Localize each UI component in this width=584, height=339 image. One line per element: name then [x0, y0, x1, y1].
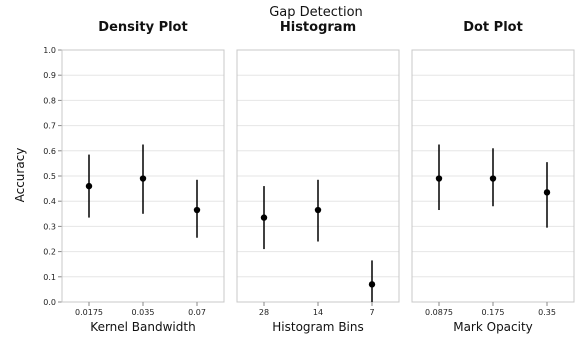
data-point	[260, 214, 268, 221]
data-point	[489, 175, 497, 182]
panel-title: Dot Plot	[463, 20, 523, 35]
panel-title: Density Plot	[98, 20, 187, 35]
x-axis-label: Histogram Bins	[272, 320, 364, 334]
chart-title: Gap Detection	[269, 5, 363, 20]
y-tick-label: 0.8	[43, 96, 56, 105]
x-axis-label: Kernel Bandwidth	[90, 320, 195, 334]
y-tick-label: 1.0	[43, 46, 56, 55]
panels-group: 0.0 0.1 0.2 0.3 0.4 0.5 0.6 0.7 0.8 0.9 1.0 Density…	[43, 20, 575, 334]
y-tick-label: 0.5	[43, 172, 56, 181]
y-tick-label: 0.9	[43, 71, 56, 80]
data-point	[85, 182, 93, 190]
panel-title: Histogram	[280, 20, 356, 35]
x-tick-label: 0.35	[538, 308, 556, 317]
x-axis-label: Mark Opacity	[453, 320, 533, 334]
y-tick-label: 0.6	[43, 147, 56, 156]
x-tick-label: 0.0875	[425, 308, 453, 317]
x-tick-label: 0.035	[132, 308, 155, 317]
y-tick-label: 0.2	[43, 248, 56, 257]
data-point	[193, 206, 201, 214]
data-point	[543, 189, 551, 196]
panel-1: Density Plot 0.0175 0.035 0.07 Kernel Bandwi…	[61, 20, 225, 334]
y-tick-label: 0.0	[43, 298, 56, 307]
data-point	[139, 175, 147, 182]
x-tick-label: 0.175	[482, 308, 505, 317]
panel-3: Dot Plot 0.0875 0.175 0.35 Mark Opacity	[411, 20, 575, 334]
y-tick-label: 0.1	[43, 273, 56, 282]
y-axis-label: Accuracy	[13, 148, 27, 203]
x-tick-label: 14	[313, 308, 323, 317]
x-tick-label: 7	[369, 308, 374, 317]
y-tick-label: 0.4	[43, 197, 56, 206]
y-tick-label: 0.3	[43, 222, 56, 231]
y-tick-label: 0.7	[43, 122, 56, 131]
data-point	[368, 281, 376, 288]
x-tick-label: 0.07	[188, 308, 206, 317]
x-tick-label: 0.0175	[75, 308, 103, 317]
panel-2: Histogram 28 14 7 Histogram Bins	[236, 20, 400, 334]
x-tick-label: 28	[259, 308, 269, 317]
data-point	[314, 206, 322, 214]
data-point	[435, 175, 443, 182]
